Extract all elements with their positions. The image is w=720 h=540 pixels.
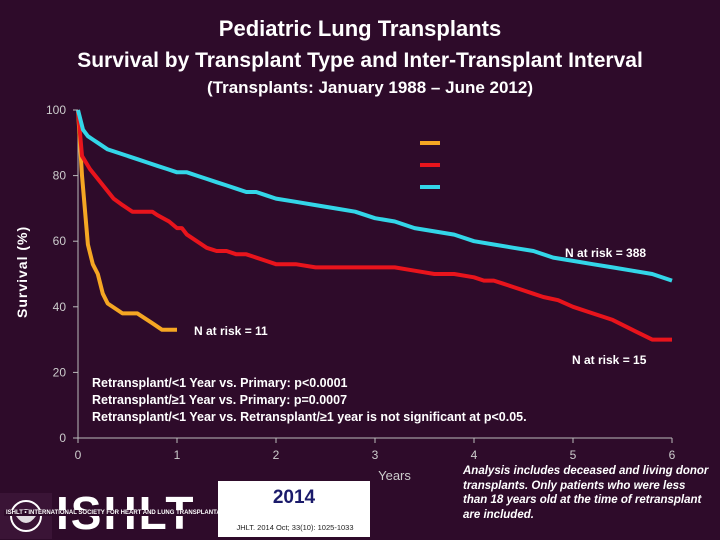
test-line: Retransplant/≥1 Year vs. Primary: p=0.00… [92, 393, 348, 407]
x-tick-label: 4 [471, 448, 478, 462]
chart-legend [407, 125, 641, 197]
y-tick-label: 20 [53, 365, 67, 379]
chart-subtitle: Survival by Transplant Type and Inter-Tr… [77, 49, 643, 72]
x-tick-label: 1 [174, 448, 181, 462]
y-axis-label: Survival (%) [14, 225, 30, 318]
y-tick-label: 0 [59, 431, 66, 445]
chart-series [76, 109, 673, 342]
y-tick-label: 60 [53, 234, 67, 248]
x-tick-label: 3 [372, 448, 379, 462]
citation-year: 2014 [272, 487, 316, 508]
chart-title: Pediatric Lung Transplants [218, 16, 502, 41]
y-tick-label: 100 [46, 103, 66, 117]
x-tick-label: 0 [75, 448, 82, 462]
legend-box [407, 125, 641, 197]
analysis-note: Analysis includes deceased and living do… [463, 465, 709, 521]
x-tick-label: 2 [273, 448, 280, 462]
x-axis-label: Years [378, 468, 411, 483]
logo-graphic [0, 489, 200, 540]
significance-tests: Retransplant/<1 Year vs. Primary: p<0.00… [92, 375, 527, 426]
test-line: Retransplant/<1 Year vs. Retransplant/≥1… [92, 410, 527, 424]
series-line-0 [76, 109, 177, 332]
x-tick-label: 5 [570, 448, 577, 462]
series-line-2 [76, 109, 673, 283]
test-line: Retransplant/<1 Year vs. Primary: p<0.00… [92, 376, 348, 390]
period-subtitle: (Transplants: January 1988 – June 2012) [207, 78, 533, 97]
citation-reference: JHLT. 2014 Oct; 33(10): 1025-1033 [236, 523, 354, 532]
y-tick-label: 80 [53, 169, 67, 183]
annotation-n-at-risk-15: N at risk = 15 [572, 353, 647, 367]
annotation-n-at-risk-388: N at risk = 388 [565, 246, 647, 260]
citation-box: 2014 JHLT. 2014 Oct; 33(10): 1025-1033 [218, 481, 370, 537]
series-line-1 [76, 109, 672, 342]
y-tick-label: 40 [53, 300, 67, 314]
annotation-n-at-risk-11: N at risk = 11 [194, 324, 268, 338]
logo-subtext: ISHLT • INTERNATIONAL SOCIETY FOR HEART … [4, 510, 237, 516]
ishlt-logo: ISHLT ISHLT • INTERNATIONAL SOCIETY FOR … [0, 489, 237, 540]
x-tick-label: 6 [669, 448, 676, 462]
